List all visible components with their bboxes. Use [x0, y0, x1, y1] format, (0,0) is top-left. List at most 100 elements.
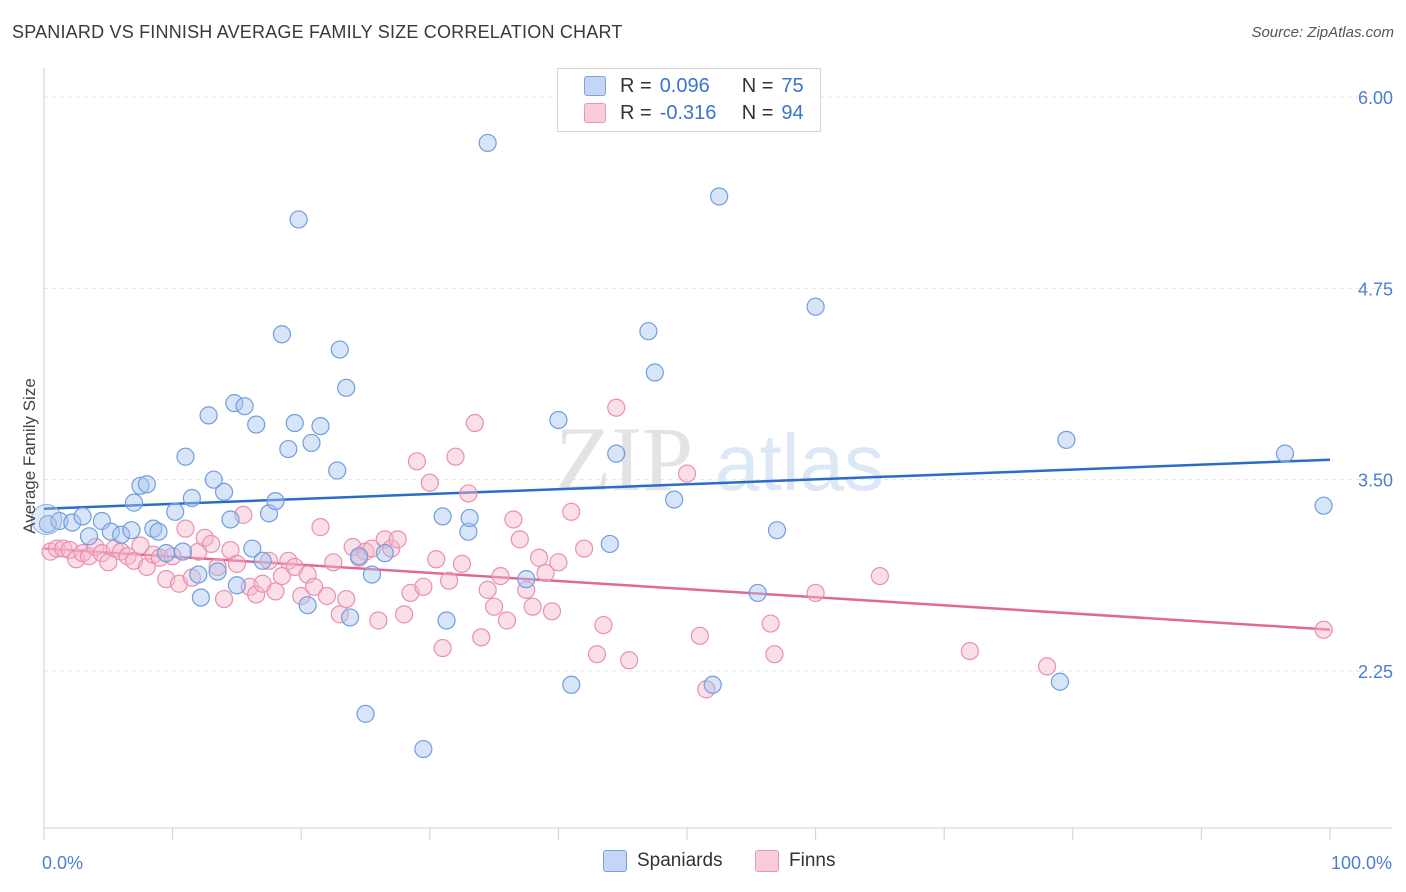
series-swatch-spaniards — [603, 850, 627, 872]
series-legend: Spaniards Finns — [0, 850, 1406, 880]
finn-point — [504, 510, 523, 529]
spaniard-point — [311, 416, 330, 436]
trend-line-finns — [43, 547, 1331, 631]
finn-point — [420, 473, 439, 492]
spaniard-point — [1275, 444, 1295, 463]
finn-point — [266, 582, 285, 601]
finn-point — [960, 642, 980, 661]
legend-swatch-spaniards — [584, 76, 606, 96]
spaniard-point — [289, 210, 308, 229]
y-tick-label: 4.75 — [1358, 279, 1393, 299]
spaniard-point — [639, 322, 658, 341]
spaniard-point — [337, 378, 356, 397]
finn-point — [1314, 620, 1333, 639]
finn-point — [530, 548, 549, 567]
spaniard-point — [131, 476, 150, 495]
spaniard-point — [243, 539, 262, 558]
spaniard-point — [31, 503, 63, 535]
chart-source: Source: ZipAtlas.com — [1251, 24, 1394, 41]
y-tick-label: 2.25 — [1358, 662, 1393, 682]
spaniard-point — [38, 514, 57, 534]
finn-point — [446, 447, 465, 466]
spaniard-point — [665, 490, 684, 509]
spaniard-point — [1314, 496, 1333, 515]
finn-point — [369, 611, 388, 630]
spaniard-point — [607, 444, 626, 463]
legend-n-value: 94 — [781, 101, 804, 124]
spaniard-point — [330, 340, 349, 359]
spaniard-point — [298, 596, 317, 615]
spaniard-point — [375, 544, 394, 563]
finn-point — [317, 586, 337, 606]
spaniard-point — [149, 522, 168, 541]
spaniard-point — [214, 482, 234, 502]
y-tick-label: 6.00 — [1358, 88, 1393, 108]
correlation-legend: R = 0.096 N = 75 R = -0.316 N = 94 — [557, 68, 821, 132]
finn-point — [247, 585, 266, 604]
spaniard-point — [362, 565, 382, 584]
series-legend-finns[interactable]: Finns — [755, 850, 835, 872]
spaniard-point — [349, 547, 369, 566]
finn-point — [478, 580, 497, 599]
data-points — [31, 133, 1333, 759]
axis-labels: 2.25 3.50 4.75 6.00 0.0% 100.0% Average Family… — [20, 88, 1393, 873]
finn-point — [761, 614, 780, 633]
spaniard-point — [191, 588, 210, 607]
finn-point — [337, 589, 356, 609]
spaniard-point — [285, 413, 304, 433]
finn-point — [870, 566, 890, 586]
finn-point — [394, 605, 414, 624]
spaniard-point — [221, 510, 240, 529]
spaniard-point — [157, 544, 176, 563]
finn-point — [549, 553, 568, 572]
spaniard-point — [302, 433, 321, 453]
finn-point — [517, 580, 536, 599]
legend-row-finns: R = -0.316 N = 94 — [584, 101, 804, 125]
spaniard-point — [328, 461, 347, 480]
spaniard-point — [517, 570, 536, 589]
spaniard-point — [703, 675, 722, 694]
spaniard-point — [166, 502, 185, 521]
gridlines — [44, 96, 1392, 672]
finn-point — [427, 550, 446, 569]
finn-point — [607, 398, 626, 417]
series-legend-label: Spaniards — [637, 850, 723, 871]
spaniard-point — [437, 611, 456, 630]
spaniard-point — [235, 397, 254, 416]
legend-r-value: -0.316 — [659, 101, 717, 124]
finn-point — [485, 597, 504, 616]
finn-point — [407, 452, 427, 471]
finn-point — [677, 464, 697, 483]
finn-point — [1037, 657, 1057, 676]
legend-r-label: R = — [620, 101, 652, 124]
spaniard-point — [101, 522, 120, 541]
series-legend-spaniards[interactable]: Spaniards — [603, 850, 723, 872]
finn-point — [324, 553, 343, 572]
spaniard-point — [173, 542, 192, 561]
finn-point — [272, 566, 292, 586]
spaniard-point — [748, 583, 767, 603]
axes — [43, 68, 1392, 840]
spaniard-point — [144, 519, 163, 538]
trend-lines — [43, 458, 1331, 631]
spaniard-point — [600, 534, 619, 554]
spaniard-point — [562, 675, 581, 694]
watermark-atlas: atlas — [715, 418, 884, 507]
finn-point — [414, 577, 433, 596]
spaniard-point — [227, 576, 246, 595]
finn-point — [54, 539, 73, 558]
legend-n-label: N = — [741, 74, 774, 97]
spaniard-point — [1057, 430, 1076, 449]
finn-point — [497, 611, 517, 630]
spaniard-point — [549, 410, 568, 430]
finn-point — [562, 502, 581, 521]
legend-r-value: 0.096 — [659, 74, 710, 97]
finn-point — [542, 602, 562, 621]
finn-point — [439, 571, 459, 590]
finn-point — [176, 519, 195, 538]
finn-point — [227, 554, 246, 573]
finn-point — [330, 605, 349, 624]
watermark-zip: ZIP — [555, 408, 693, 510]
finn-point — [510, 530, 529, 549]
